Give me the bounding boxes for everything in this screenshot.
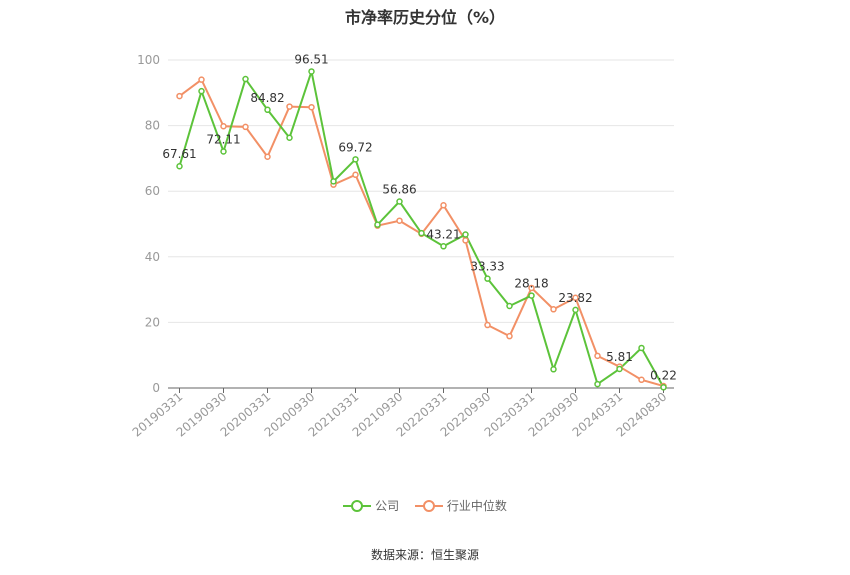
data-point-company — [176, 162, 183, 170]
data-point-industry-median — [220, 123, 227, 130]
data-point-company — [418, 229, 425, 237]
data-label-company: 96.51 — [294, 52, 328, 66]
data-point-company — [462, 231, 469, 238]
data-point-industry-median — [242, 123, 249, 131]
data-label-company: 0.22 — [650, 368, 677, 382]
data-point-company — [594, 380, 601, 388]
source-note: 数据来源：恒生聚源 — [370, 548, 479, 562]
legend-label-industry-median: 行业中位数 — [446, 499, 507, 513]
data-point-industry-median — [572, 294, 579, 302]
data-point-company — [352, 156, 359, 163]
data-point-company — [440, 243, 447, 250]
legend-swatch-company — [343, 499, 372, 513]
data-point-company — [550, 366, 557, 373]
data-point-industry-median — [528, 284, 535, 292]
legend: 公司 行业中位数 — [0, 497, 850, 516]
data-point-company — [286, 134, 293, 141]
data-point-company — [330, 178, 337, 185]
legend-swatch-industry-median — [414, 499, 443, 513]
data-point-industry-median — [264, 153, 271, 161]
data-point-company — [484, 275, 491, 282]
data-point-industry-median — [594, 352, 601, 360]
data-label-company: 69.72 — [338, 140, 372, 154]
data-label-company: 33.33 — [470, 260, 504, 274]
legend-item-company[interactable]: 公司 — [343, 497, 399, 514]
data-point-industry-median — [308, 103, 315, 111]
data-point-industry-median — [198, 76, 205, 83]
data-point-company — [616, 365, 623, 373]
data-label-company: 84.82 — [250, 91, 284, 105]
y-tick-label: 60 — [145, 184, 160, 198]
data-label-company: 23.82 — [558, 291, 592, 305]
data-label-company: 43.21 — [426, 227, 460, 241]
y-tick-label: 40 — [145, 250, 160, 264]
data-point-industry-median — [286, 103, 293, 110]
data-point-company — [528, 292, 535, 299]
data-label-company: 72.11 — [206, 132, 240, 146]
data-point-industry-median — [176, 92, 183, 100]
data-label-company: 56.86 — [382, 182, 416, 196]
data-point-company — [242, 75, 249, 83]
data-point-industry-median — [352, 171, 359, 179]
chart-title: 市净率历史分位（%） — [344, 8, 506, 27]
y-tick-label: 0 — [152, 381, 160, 395]
data-point-industry-median — [462, 237, 469, 244]
data-point-company — [264, 106, 271, 114]
data-point-industry-median — [396, 217, 403, 224]
y-tick-label: 20 — [145, 315, 160, 329]
data-label-company: 5.81 — [606, 350, 633, 364]
data-label-company: 67.61 — [162, 147, 196, 161]
data-point-company — [660, 384, 667, 391]
data-label-company: 28.18 — [514, 277, 548, 291]
data-point-company — [506, 302, 513, 310]
legend-label-company: 公司 — [375, 499, 400, 513]
data-point-company — [396, 198, 403, 205]
data-point-industry-median — [506, 332, 513, 340]
data-point-industry-median — [638, 376, 645, 384]
data-point-company — [638, 344, 645, 352]
data-point-company — [308, 68, 315, 75]
data-point-company — [198, 87, 205, 95]
data-point-industry-median — [440, 202, 447, 209]
data-point-industry-median — [550, 306, 557, 313]
data-point-company — [374, 221, 381, 228]
y-tick-label: 100 — [137, 53, 160, 67]
legend-item-industry-median[interactable]: 行业中位数 — [414, 497, 507, 514]
data-point-industry-median — [484, 321, 491, 329]
data-point-company — [572, 306, 579, 314]
data-point-company — [220, 148, 227, 155]
y-tick-label: 80 — [145, 119, 160, 133]
